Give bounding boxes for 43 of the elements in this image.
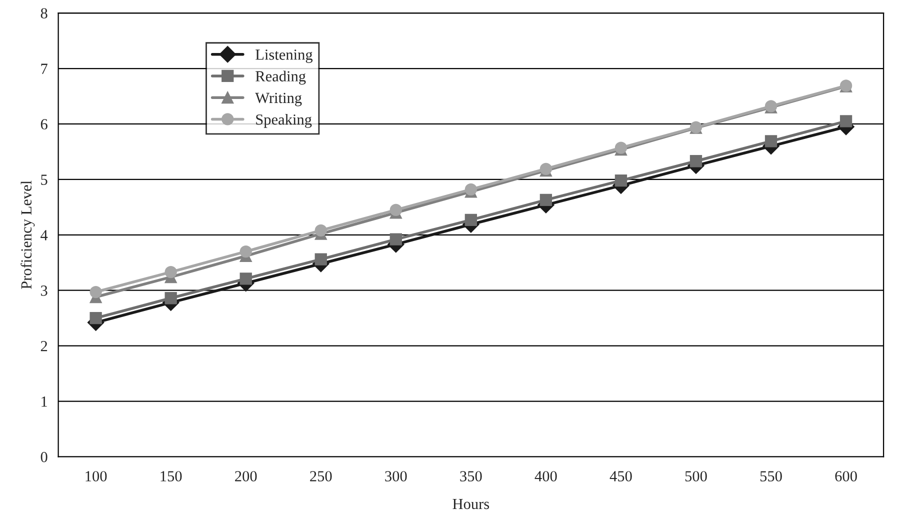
x-tick-label: 450: [610, 471, 632, 482]
x-axis-title: Hours: [452, 498, 490, 510]
x-tick-label: 100: [86, 471, 107, 482]
point: [614, 174, 628, 187]
x-tick-label: 550: [760, 471, 782, 482]
point: [240, 272, 252, 285]
legend-label: Writing: [255, 92, 302, 106]
y-tick-label: 3: [40, 286, 48, 296]
point: [90, 312, 102, 324]
y-tick-label: 5: [41, 174, 48, 185]
y-tick-label: 0: [40, 452, 48, 462]
x-tick-label: 400: [534, 471, 557, 482]
legend-label: Reading: [256, 70, 306, 85]
x-tick-label: 200: [235, 471, 257, 482]
point: [240, 245, 252, 258]
point: [164, 292, 177, 304]
x-tick-label: 500: [685, 471, 707, 482]
y-tick-label: 1: [42, 396, 47, 407]
point: [464, 183, 477, 196]
x-tick-label: 600: [835, 471, 857, 482]
x-tick-label: 300: [385, 471, 407, 482]
point: [540, 194, 552, 206]
point: [690, 155, 702, 168]
x-tick-label: 350: [460, 471, 482, 482]
legend-label: Listening: [256, 50, 313, 63]
point: [314, 253, 327, 266]
point: [390, 204, 402, 216]
y-tick-label: 8: [40, 8, 48, 18]
point: [464, 214, 477, 226]
point: [314, 224, 327, 237]
legend-label: Speaking: [256, 114, 312, 128]
point: [840, 115, 852, 128]
y-tick-label: 6: [40, 119, 48, 130]
point: [90, 286, 102, 298]
y-axis-title: Proficiency Level: [20, 180, 35, 289]
y-tick-label: 4: [40, 230, 48, 240]
point: [764, 135, 778, 148]
y-tick-label: 2: [40, 341, 48, 352]
point: [164, 266, 177, 278]
point: [390, 233, 402, 246]
y-tick-label: 7: [41, 64, 48, 74]
x-tick-label: 250: [310, 471, 332, 482]
x-tick-label: 150: [160, 471, 182, 482]
